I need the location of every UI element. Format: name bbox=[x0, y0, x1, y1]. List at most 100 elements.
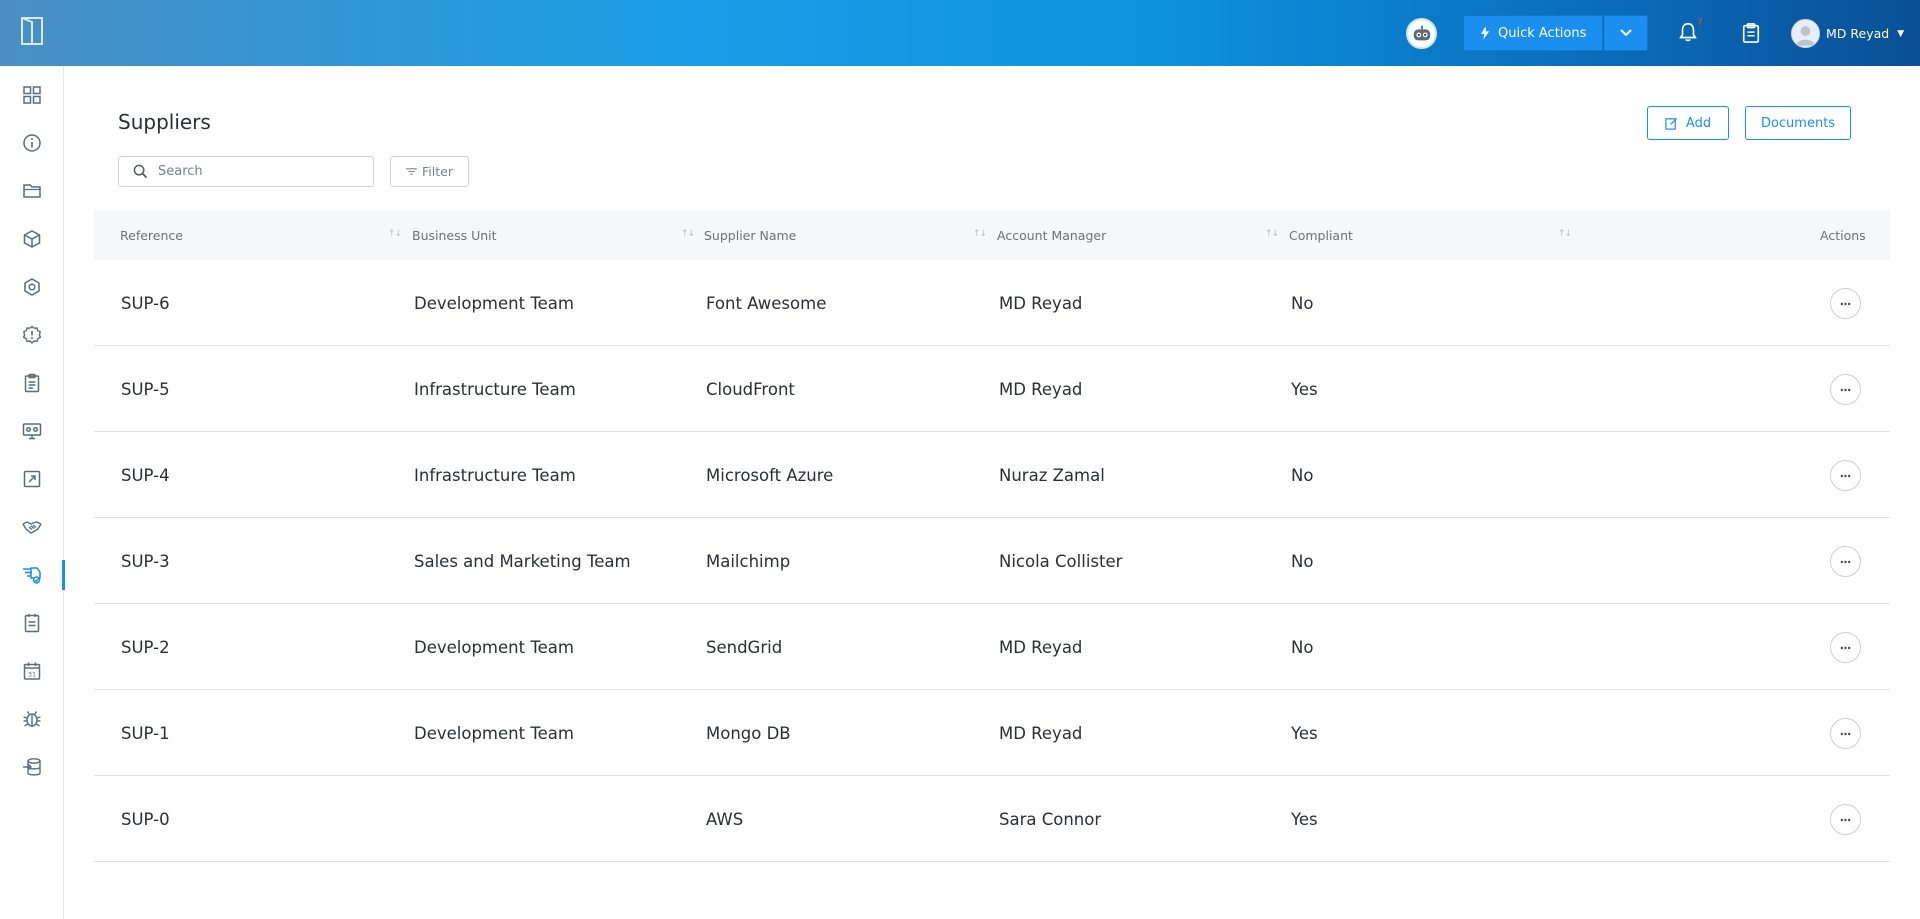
monitor-icon bbox=[22, 423, 42, 440]
row-actions-button[interactable] bbox=[1830, 804, 1861, 835]
cell-supplier-name: Microsoft Azure bbox=[706, 465, 834, 485]
row-actions-button[interactable] bbox=[1830, 546, 1861, 577]
notifications-bell-icon[interactable] bbox=[1677, 21, 1701, 45]
filter-label: Filter bbox=[422, 164, 453, 179]
sidebar-item-audits[interactable] bbox=[0, 366, 64, 400]
sidebar-item-assets[interactable] bbox=[0, 222, 64, 256]
sidebar-item-dashboard[interactable] bbox=[0, 78, 64, 112]
tasks-clipboard-icon[interactable] bbox=[1741, 22, 1763, 46]
cell-supplier-name: CloudFront bbox=[706, 379, 795, 399]
filter-button[interactable]: Filter bbox=[390, 156, 469, 187]
cell-reference: SUP-5 bbox=[121, 379, 170, 399]
avatar bbox=[1791, 19, 1820, 48]
row-actions-button[interactable] bbox=[1830, 718, 1861, 749]
row-actions-button[interactable] bbox=[1830, 460, 1861, 491]
cell-compliant: Yes bbox=[1291, 723, 1318, 743]
column-header-actions: Actions bbox=[1820, 227, 1866, 243]
bug-icon bbox=[23, 711, 41, 727]
table-row[interactable]: SUP-5 Infrastructure Team CloudFront MD … bbox=[94, 346, 1890, 432]
cell-account-manager: MD Reyad bbox=[999, 293, 1083, 313]
column-header-supplier-name[interactable]: Supplier Name bbox=[704, 227, 797, 243]
cell-compliant: No bbox=[1291, 293, 1314, 313]
cell-business-unit: Development Team bbox=[414, 637, 574, 657]
search-icon bbox=[133, 164, 148, 179]
row-actions-button[interactable] bbox=[1830, 374, 1861, 405]
document-icon bbox=[24, 614, 40, 633]
column-header-account-manager[interactable]: Account Manager bbox=[997, 227, 1107, 243]
sort-icon[interactable]: ↑↓ bbox=[388, 229, 402, 239]
cell-business-unit: Sales and Marketing Team bbox=[414, 551, 631, 571]
quick-actions-group: Quick Actions bbox=[1463, 15, 1649, 51]
sort-icon[interactable]: ↑↓ bbox=[1265, 229, 1279, 239]
sidebar-item-risks[interactable] bbox=[0, 318, 64, 352]
more-horizontal-icon bbox=[1840, 302, 1851, 305]
column-header-compliant[interactable]: Compliant bbox=[1289, 227, 1353, 243]
clipboard-icon bbox=[24, 373, 40, 393]
sidebar: 31 bbox=[0, 66, 65, 919]
column-header-business-unit[interactable]: Business Unit bbox=[412, 227, 497, 243]
cell-account-manager: MD Reyad bbox=[999, 723, 1083, 743]
cell-business-unit: Development Team bbox=[414, 293, 574, 313]
sidebar-item-controls[interactable] bbox=[0, 270, 64, 304]
add-supplier-button[interactable]: Add bbox=[1647, 106, 1729, 140]
sidebar-item-calendar[interactable]: 31 bbox=[0, 654, 64, 688]
table-row[interactable]: SUP-3 Sales and Marketing Team Mailchimp… bbox=[94, 518, 1890, 604]
sidebar-item-export[interactable] bbox=[0, 462, 64, 496]
more-horizontal-icon bbox=[1840, 646, 1851, 649]
quick-actions-button[interactable]: Quick Actions bbox=[1463, 15, 1604, 51]
cell-compliant: Yes bbox=[1291, 809, 1318, 829]
more-horizontal-icon bbox=[1840, 560, 1851, 563]
row-actions-button[interactable] bbox=[1830, 288, 1861, 319]
sidebar-item-data-import[interactable] bbox=[0, 750, 64, 784]
more-horizontal-icon bbox=[1840, 388, 1851, 391]
cell-business-unit: Infrastructure Team bbox=[414, 465, 576, 485]
sidebar-item-info[interactable] bbox=[0, 126, 64, 160]
table-row[interactable]: SUP-1 Development Team Mongo DB MD Reyad… bbox=[94, 690, 1890, 776]
documents-button[interactable]: Documents bbox=[1745, 106, 1851, 140]
assistant-bot-icon[interactable] bbox=[1406, 18, 1437, 49]
search-box bbox=[118, 156, 374, 187]
sort-icon[interactable]: ↑↓ bbox=[973, 229, 987, 239]
app-logo-icon[interactable] bbox=[21, 16, 43, 45]
top-bar: Quick Actions 7 MD Reyad ▼ bbox=[0, 0, 1920, 66]
sidebar-item-suppliers[interactable] bbox=[0, 558, 65, 592]
column-header-reference[interactable]: Reference bbox=[120, 227, 183, 243]
table-row[interactable]: SUP-6 Development Team Font Awesome MD R… bbox=[94, 260, 1890, 346]
cell-account-manager: MD Reyad bbox=[999, 379, 1083, 399]
sidebar-item-vulnerabilities[interactable] bbox=[0, 702, 64, 736]
cell-compliant: No bbox=[1291, 465, 1314, 485]
svg-text:31: 31 bbox=[28, 671, 36, 679]
dashboard-icon bbox=[23, 86, 41, 104]
more-horizontal-icon bbox=[1840, 474, 1851, 477]
sidebar-item-monitoring[interactable] bbox=[0, 414, 64, 448]
cell-account-manager: Sara Connor bbox=[999, 809, 1102, 829]
calendar-icon: 31 bbox=[23, 662, 41, 680]
sidebar-active-indicator bbox=[62, 560, 65, 590]
documents-button-label: Documents bbox=[1760, 115, 1836, 131]
caret-down-icon: ▼ bbox=[1897, 28, 1905, 39]
info-icon bbox=[23, 134, 41, 152]
filter-icon bbox=[406, 168, 417, 175]
alert-icon bbox=[22, 325, 42, 344]
sidebar-item-partners[interactable] bbox=[0, 510, 64, 544]
lightning-icon bbox=[1480, 26, 1490, 40]
user-menu[interactable]: MD Reyad ▼ bbox=[1791, 19, 1904, 48]
handshake-icon bbox=[22, 521, 42, 534]
table-row[interactable]: SUP-0 AWS Sara Connor Yes bbox=[94, 776, 1890, 862]
chevron-down-icon bbox=[1620, 29, 1632, 37]
cell-compliant: No bbox=[1291, 637, 1314, 657]
table-row[interactable]: SUP-4 Infrastructure Team Microsoft Azur… bbox=[94, 432, 1890, 518]
more-horizontal-icon bbox=[1840, 732, 1851, 735]
table-row[interactable]: SUP-2 Development Team SendGrid MD Reyad… bbox=[94, 604, 1890, 690]
cell-account-manager: Nuraz Zamal bbox=[999, 465, 1105, 485]
sidebar-item-documents[interactable] bbox=[0, 606, 64, 640]
sidebar-item-folder[interactable] bbox=[0, 174, 64, 208]
cell-supplier-name: Mailchimp bbox=[706, 551, 791, 571]
sort-icon[interactable]: ↑↓ bbox=[1558, 229, 1572, 239]
quick-actions-dropdown-button[interactable] bbox=[1603, 15, 1649, 51]
folder-icon bbox=[23, 184, 41, 198]
row-actions-button[interactable] bbox=[1830, 632, 1861, 663]
cell-account-manager: Nicola Collister bbox=[999, 551, 1123, 571]
sort-icon[interactable]: ↑↓ bbox=[681, 229, 695, 239]
search-input[interactable] bbox=[158, 164, 358, 179]
